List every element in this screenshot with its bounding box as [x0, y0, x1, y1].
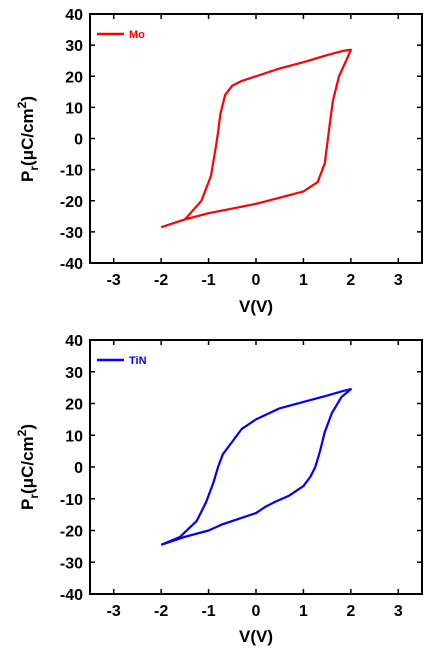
y-tick-label: 20	[65, 69, 83, 86]
y-tick-label: 10	[65, 428, 83, 445]
ticks	[90, 339, 422, 595]
y-tick-label: 40	[65, 333, 83, 350]
y-axis-title-sup: 2	[15, 101, 29, 108]
x-tick-label: -3	[107, 272, 121, 289]
y-tick-label: -10	[60, 163, 83, 180]
x-axis-title: V(V)	[239, 627, 273, 646]
y-axis-title-rest: (μC/cm	[18, 108, 37, 166]
y-tick-labels: -40 -30 -20 -10 0 10 20 30 40	[60, 333, 83, 604]
y-tick-label: 10	[65, 100, 83, 117]
x-tick-label: 3	[394, 272, 403, 289]
x-tick-label: -1	[201, 272, 215, 289]
x-tick-labels: -3 -2 -1 0 1 2 3	[107, 272, 403, 289]
y-axis-title: Pr(μC/cm2)	[15, 96, 41, 182]
x-axis-title: V(V)	[239, 297, 273, 316]
x-tick-label: -2	[154, 603, 168, 620]
y-tick-label: -30	[60, 555, 83, 572]
y-axis-title-main: P	[18, 499, 37, 510]
y-tick-label: 40	[65, 7, 83, 24]
legend-label: TiN	[129, 355, 147, 367]
series-line	[160, 388, 352, 546]
x-tick-label: 2	[346, 272, 355, 289]
y-tick-label: 0	[74, 132, 83, 149]
y-axis-title-main: P	[18, 171, 37, 182]
y-tick-label: 0	[74, 460, 83, 477]
x-tick-label: 1	[299, 603, 308, 620]
y-tick-label: -40	[60, 256, 83, 273]
y-axis-title-close: )	[18, 96, 37, 102]
x-tick-label: -1	[201, 603, 215, 620]
y-axis-title-sup: 2	[15, 429, 29, 436]
ticks	[90, 13, 422, 264]
plot-frame	[89, 339, 423, 595]
x-tick-label: -2	[154, 272, 168, 289]
x-tick-label: 0	[252, 603, 261, 620]
y-tick-label: -40	[60, 587, 83, 604]
y-tick-label: 30	[65, 365, 83, 382]
y-tick-label: 30	[65, 38, 83, 55]
y-tick-label: 20	[65, 397, 83, 414]
y-axis-title: Pr(μC/cm2)	[15, 424, 41, 510]
legend-label: Mo	[129, 29, 145, 41]
y-axis-title-sub: r	[27, 166, 41, 171]
y-axis-title-rest: (μC/cm	[18, 436, 37, 494]
plot-frame	[89, 13, 423, 264]
x-tick-label: 2	[346, 603, 355, 620]
x-tick-label: 3	[394, 603, 403, 620]
y-axis-title-sub: r	[27, 494, 41, 499]
y-tick-label: -10	[60, 492, 83, 509]
series-line	[160, 48, 352, 229]
x-tick-label: 1	[299, 272, 308, 289]
x-tick-label: 0	[252, 272, 261, 289]
y-tick-label: -30	[60, 225, 83, 242]
y-tick-label: -20	[60, 524, 83, 541]
x-tick-labels: -3 -2 -1 0 1 2 3	[107, 603, 403, 620]
y-tick-labels: -40 -30 -20 -10 0 10 20 30 40	[60, 7, 83, 273]
y-tick-label: -20	[60, 194, 83, 211]
x-tick-label: -3	[107, 603, 121, 620]
y-axis-title-close: )	[18, 424, 37, 430]
